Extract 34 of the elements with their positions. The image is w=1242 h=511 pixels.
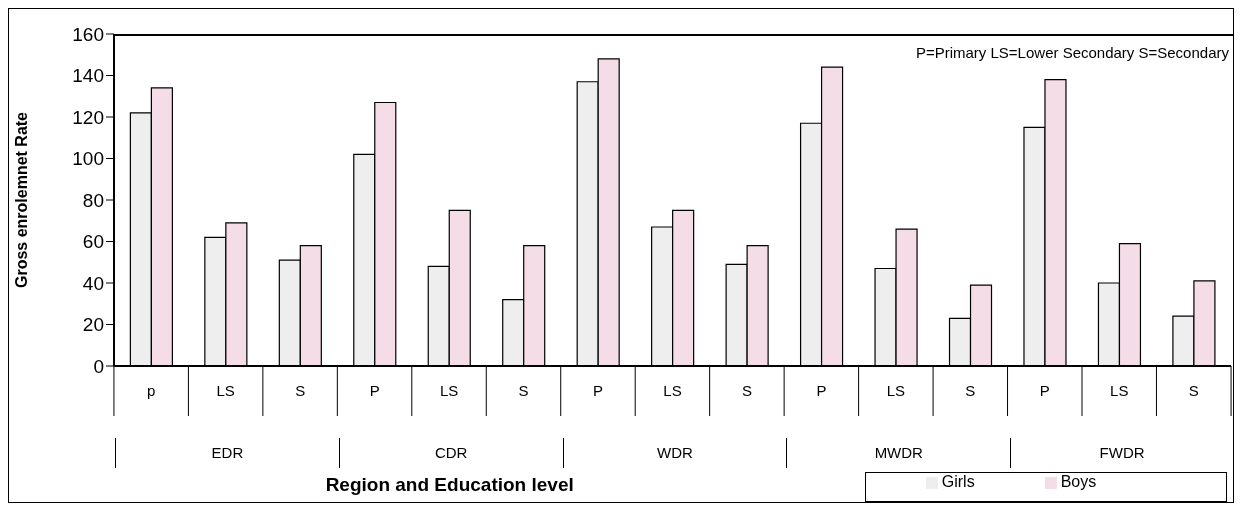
y-tick-label: 20 [82,314,104,336]
text: EDR [115,438,339,468]
x-tick-label: P [593,382,604,399]
text: WDR [562,438,787,468]
x-tick-label: S [518,382,529,399]
y-tick-label: 100 [72,148,104,170]
x-tick-label: LS [216,382,235,399]
x-tick-label: LS [663,382,682,399]
x-tick-label: S [965,382,976,399]
y-tick-label: 80 [82,189,104,211]
x-tick-label: P [369,382,380,399]
text: MWDR [786,438,1011,468]
x-tick-label: LS [1110,382,1129,399]
legend-label: Boys [1060,473,1097,490]
y-tick-label: 120 [72,106,104,128]
x-tick-label: P [816,382,827,399]
text: FWDR [1010,438,1234,468]
legend-label: Girls [941,473,975,490]
x-tick-label: p [147,382,156,399]
x-tick-label: S [1188,382,1199,399]
y-tick-label: 140 [72,65,104,87]
annotation: P=Primary LS=Lower Secondary S=Secondary [915,44,1229,61]
x-tick-label: LS [886,382,906,399]
y-tick-label: 60 [82,231,104,253]
y-axis-title: Gross enrolemnet Rate [12,111,30,289]
y-tick-label: 160 [72,23,104,45]
x-tick-label: LS [439,382,459,399]
x-tick-label: S [741,382,752,399]
x-tick-label: P [1039,382,1050,399]
x-axis-title: Region and Education level [324,474,575,496]
y-tick-label: 0 [93,355,104,377]
text: CDR [338,438,563,468]
x-tick-label: S [295,382,306,399]
y-tick-label: 40 [82,272,104,294]
